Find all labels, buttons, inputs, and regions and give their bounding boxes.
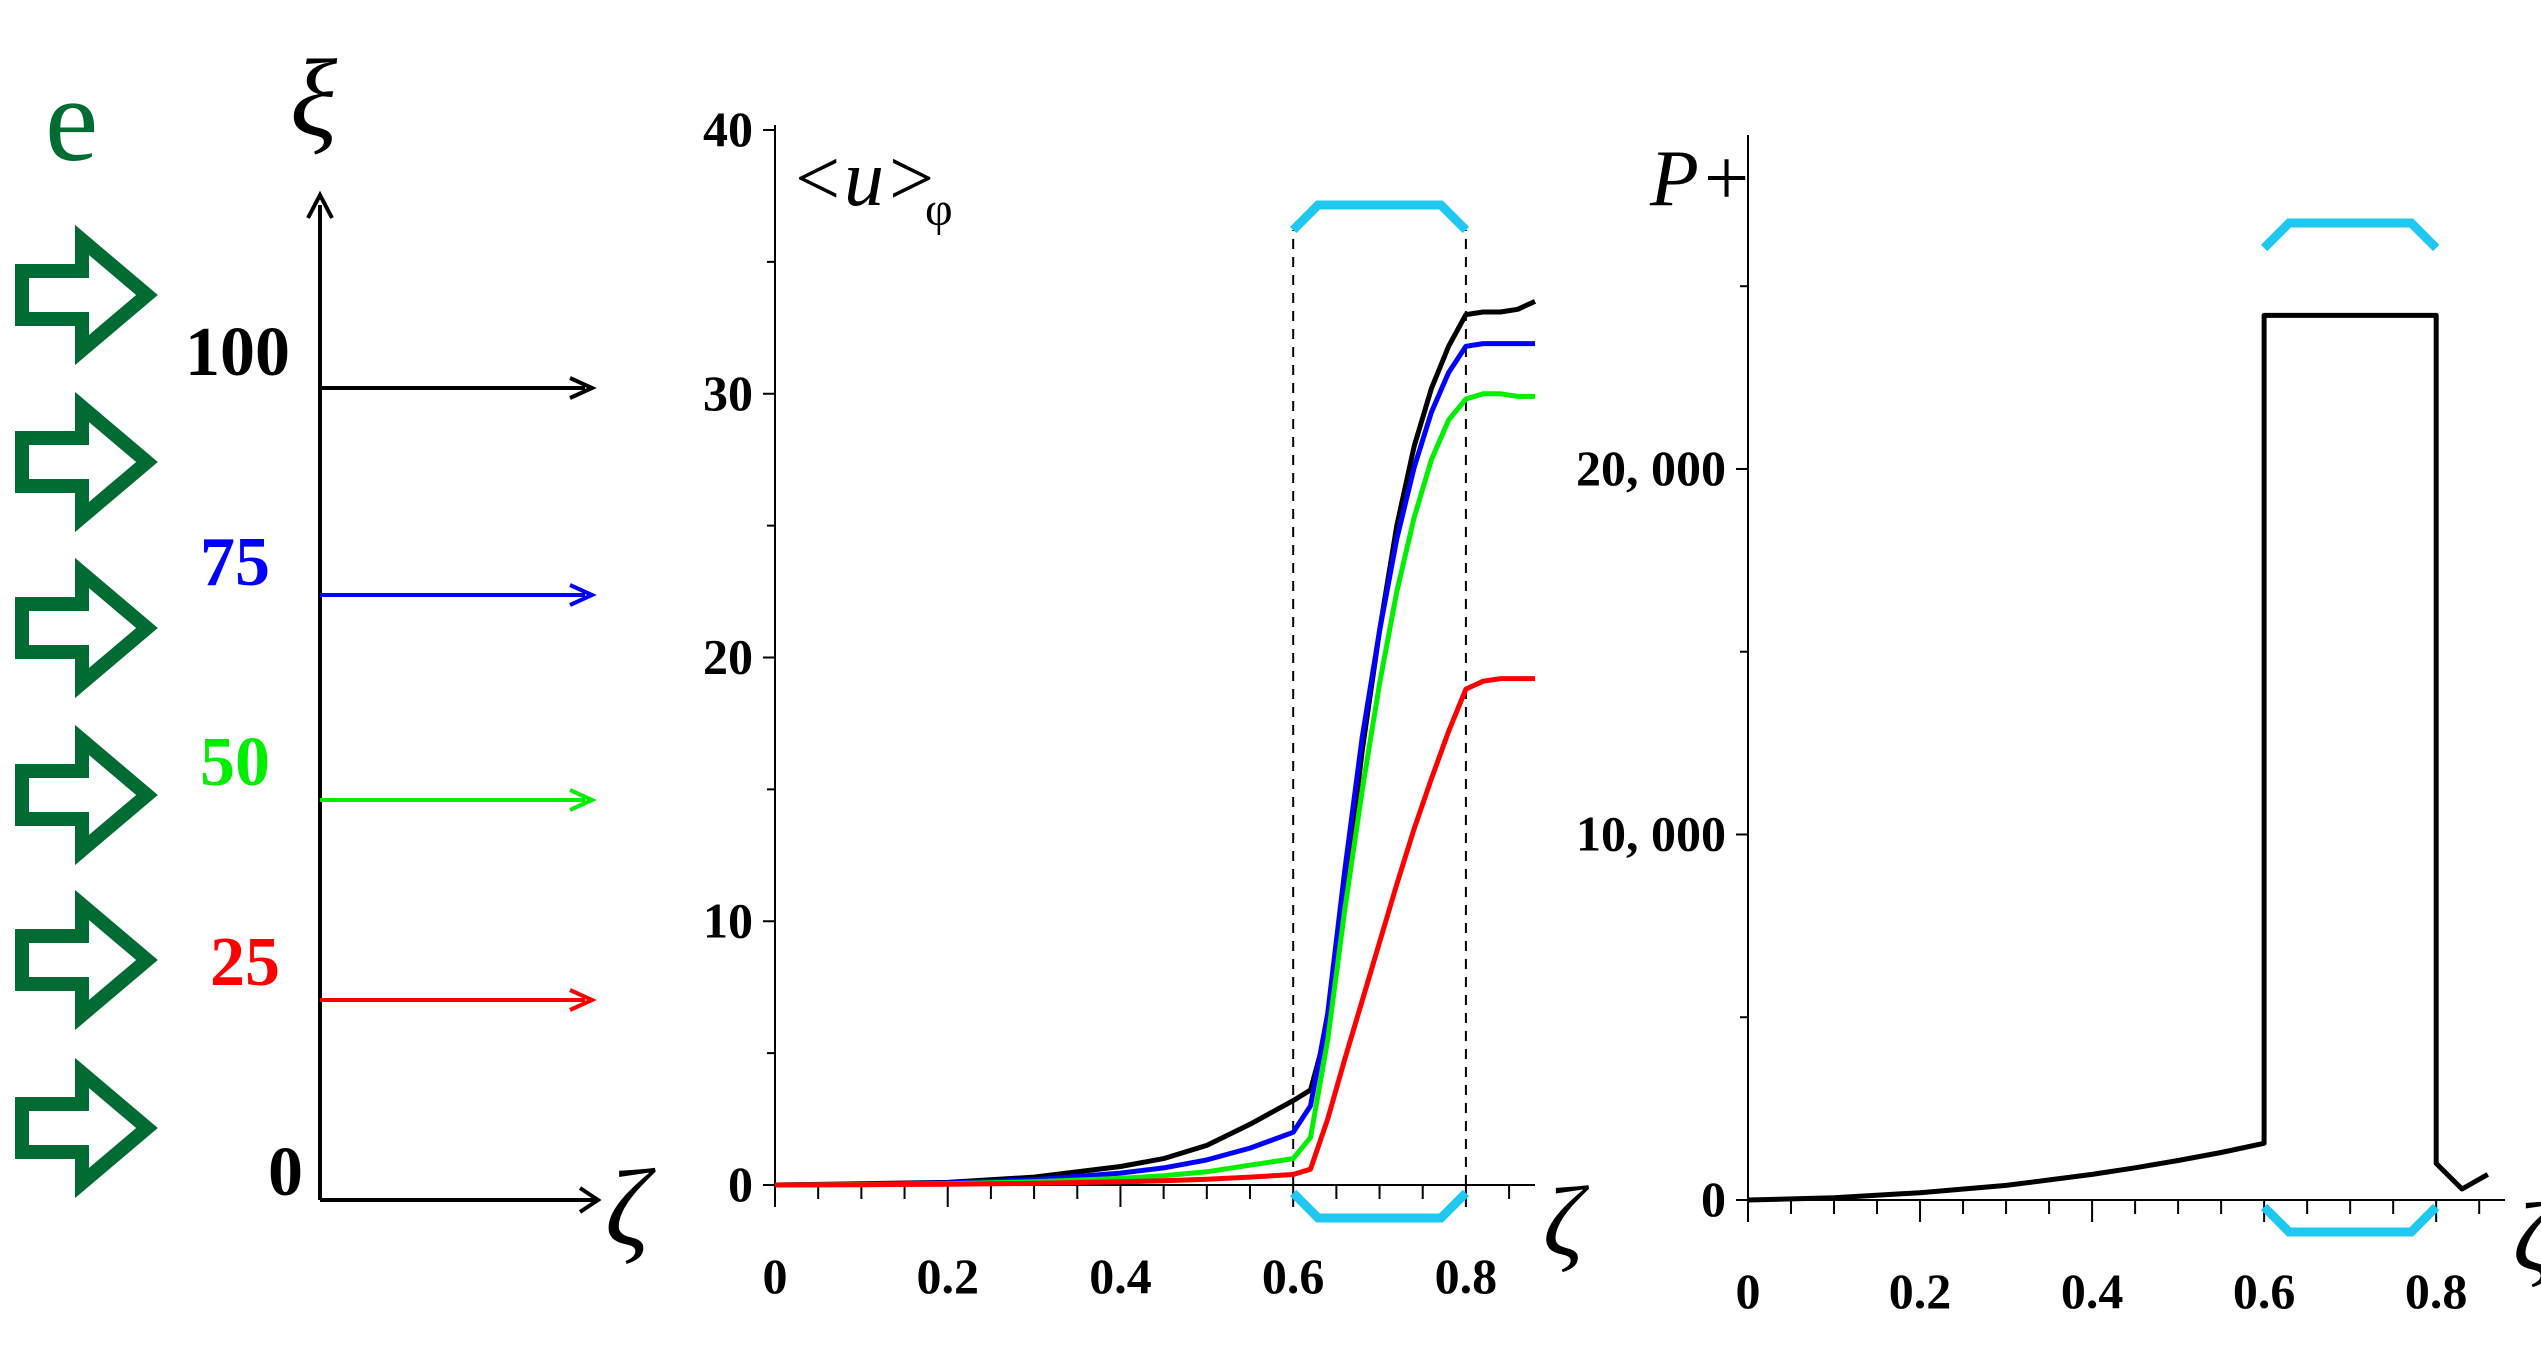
series-line-100 <box>774 299 1537 1188</box>
x-tick-label: 0 <box>763 1248 788 1304</box>
block-arrow-right-icon <box>15 724 158 866</box>
xi-axis-label: ξ <box>290 37 338 159</box>
x-tick-label: 0.4 <box>2061 1263 2124 1319</box>
level-label: 25 <box>210 924 280 1001</box>
level-label: 50 <box>200 724 270 801</box>
block-arrows-group <box>15 224 158 1199</box>
block-arrow-right-icon <box>15 391 158 533</box>
y-tick-label: 20, 000 <box>1576 440 1726 496</box>
x-tick-label: 0.4 <box>1089 1248 1152 1304</box>
x-tick-label: 0.6 <box>1262 1248 1325 1304</box>
level-arrowhead <box>569 376 597 400</box>
block-arrow-right-icon <box>15 889 158 1031</box>
level-arrowhead <box>569 788 597 812</box>
zeta-axis-arrowhead <box>578 1186 602 1214</box>
pressure-chart: 0 0.2 0.4 0.6 0.8 0 10, 000 20, 000 ζ P+ <box>1576 135 2541 1319</box>
y-tick-label: 10, 000 <box>1576 805 1726 861</box>
y-tick-label: 0 <box>1701 1171 1726 1227</box>
x-tick-label: 0.2 <box>916 1248 979 1304</box>
region-bottom-bracket <box>2260 1203 2440 1237</box>
block-arrow-right-icon <box>15 224 158 366</box>
x-tick-label: 0.2 <box>1889 1263 1952 1319</box>
y-tick-label: 0 <box>728 1156 753 1212</box>
level-label: 75 <box>200 524 270 601</box>
level-lines-group: 100 75 50 25 0 <box>185 314 597 1211</box>
x-tick-label: 0.8 <box>1435 1248 1498 1304</box>
y-tick-label: 30 <box>703 365 753 421</box>
schematic-panel: e ξ ζ 100 75 50 25 0 <box>15 37 656 1269</box>
series-line-50 <box>774 391 1535 1188</box>
y-tick-label: 10 <box>703 892 753 948</box>
region-top-bracket <box>1289 200 1470 234</box>
incident-label-e: e <box>45 53 98 186</box>
x-axis-label: ζ <box>1543 1166 1590 1277</box>
zeta-axis-label: ζ <box>605 1147 656 1269</box>
x-tick-label: 0.8 <box>2405 1263 2468 1319</box>
x-tick-label: 0 <box>1736 1263 1761 1319</box>
level-label: 100 <box>185 314 290 391</box>
level-arrowhead <box>569 988 597 1012</box>
xi-axis-arrowhead <box>306 190 334 219</box>
y-tick-label: 20 <box>703 629 753 685</box>
chart-title: <u> <box>790 135 938 223</box>
block-arrow-right-icon <box>15 557 158 699</box>
level-label: 0 <box>268 1134 303 1211</box>
series-line-P+ <box>1747 312 2490 1203</box>
velocity-chart: 0 0.2 0.4 0.6 0.8 0 10 20 30 40 ζ <u>φ <box>703 101 1590 1304</box>
block-arrow-right-icon <box>15 1057 158 1199</box>
level-arrowhead <box>569 583 597 607</box>
x-axis-label: ζ <box>2513 1181 2541 1292</box>
x-tick-label: 0.6 <box>2233 1263 2296 1319</box>
region-bottom-bracket <box>1289 1189 1470 1223</box>
region-top-bracket <box>2260 218 2440 252</box>
chart-title-subscript: φ <box>925 183 953 236</box>
chart-title: P+ <box>1649 135 1753 223</box>
series-line-25 <box>774 676 1535 1188</box>
y-tick-label: 40 <box>703 101 753 157</box>
series-line-75 <box>774 341 1535 1188</box>
